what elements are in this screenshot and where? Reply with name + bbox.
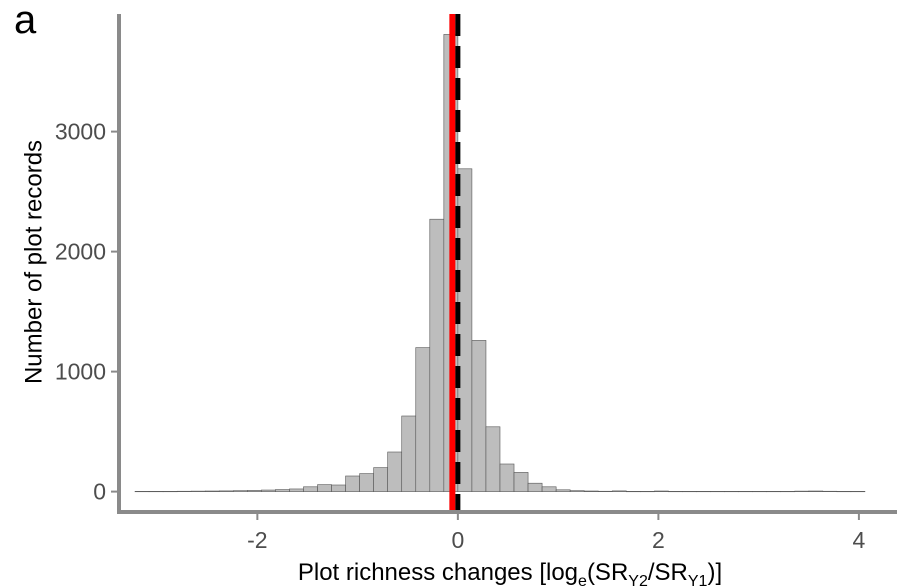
histogram-bar <box>513 472 529 492</box>
histogram-bar <box>654 490 669 492</box>
histogram-bar <box>317 484 332 492</box>
histogram-bar <box>275 489 290 492</box>
x-axis-title-suffix: )] <box>707 559 722 586</box>
y-tick-label: 0 <box>93 479 106 505</box>
reference-lines <box>449 14 461 512</box>
axes <box>117 14 897 514</box>
x-axis-title-sub-e: e <box>578 573 587 587</box>
histogram-bar <box>541 486 557 492</box>
x-tick-label: 4 <box>853 527 866 553</box>
histogram-bar <box>429 218 445 492</box>
panel-label: a <box>14 0 37 42</box>
histogram-bar <box>555 489 571 492</box>
x-ticks: -2 0 2 4 <box>247 512 866 553</box>
x-axis-title-mid1: (SR <box>587 559 628 586</box>
histogram-bar <box>457 168 473 492</box>
histogram-bar <box>261 489 276 492</box>
y-ticks: 0 1000 2000 3000 <box>55 119 119 505</box>
histogram-bar <box>289 488 304 492</box>
histogram-bar <box>218 490 234 492</box>
y-tick-label: 2000 <box>55 239 106 265</box>
histogram-bar <box>247 490 262 492</box>
histogram-bar <box>345 475 360 492</box>
x-tick-label: 2 <box>652 527 665 553</box>
histogram-bar <box>471 340 487 492</box>
x-axis-title-mid2: /SR <box>648 559 688 586</box>
histogram-bar <box>485 426 501 492</box>
y-tick-label: 3000 <box>55 119 106 145</box>
x-tick-label: 0 <box>451 527 464 553</box>
histogram-bar <box>569 490 585 492</box>
x-tick-label: -2 <box>247 527 267 553</box>
y-axis-title: Number of plot records <box>20 140 47 384</box>
y-tick-label: 1000 <box>55 359 106 385</box>
histogram-bar <box>499 463 515 492</box>
histogram-bar <box>303 486 318 492</box>
histogram-bar <box>331 484 346 492</box>
histogram-bar <box>204 490 220 492</box>
histogram-bar <box>808 490 824 492</box>
histogram-bar <box>359 473 374 492</box>
histogram-bar <box>415 347 431 492</box>
histogram-bar <box>373 467 388 492</box>
x-axis-title: Plot richness changes [loge(SRY2/SRY1)] <box>298 559 722 587</box>
histogram-bar <box>232 490 248 492</box>
x-axis-title-sub-y2: Y2 <box>628 573 648 587</box>
histogram-bar <box>583 490 599 492</box>
x-axis-title-sub-y1: Y1 <box>688 573 708 587</box>
bars-group <box>134 34 866 493</box>
histogram-bar <box>527 482 543 492</box>
histogram-bar <box>401 415 417 492</box>
histogram-bar <box>387 451 403 492</box>
x-axis-title-prefix: Plot richness changes [log <box>298 559 578 586</box>
histogram-bar <box>611 490 627 492</box>
